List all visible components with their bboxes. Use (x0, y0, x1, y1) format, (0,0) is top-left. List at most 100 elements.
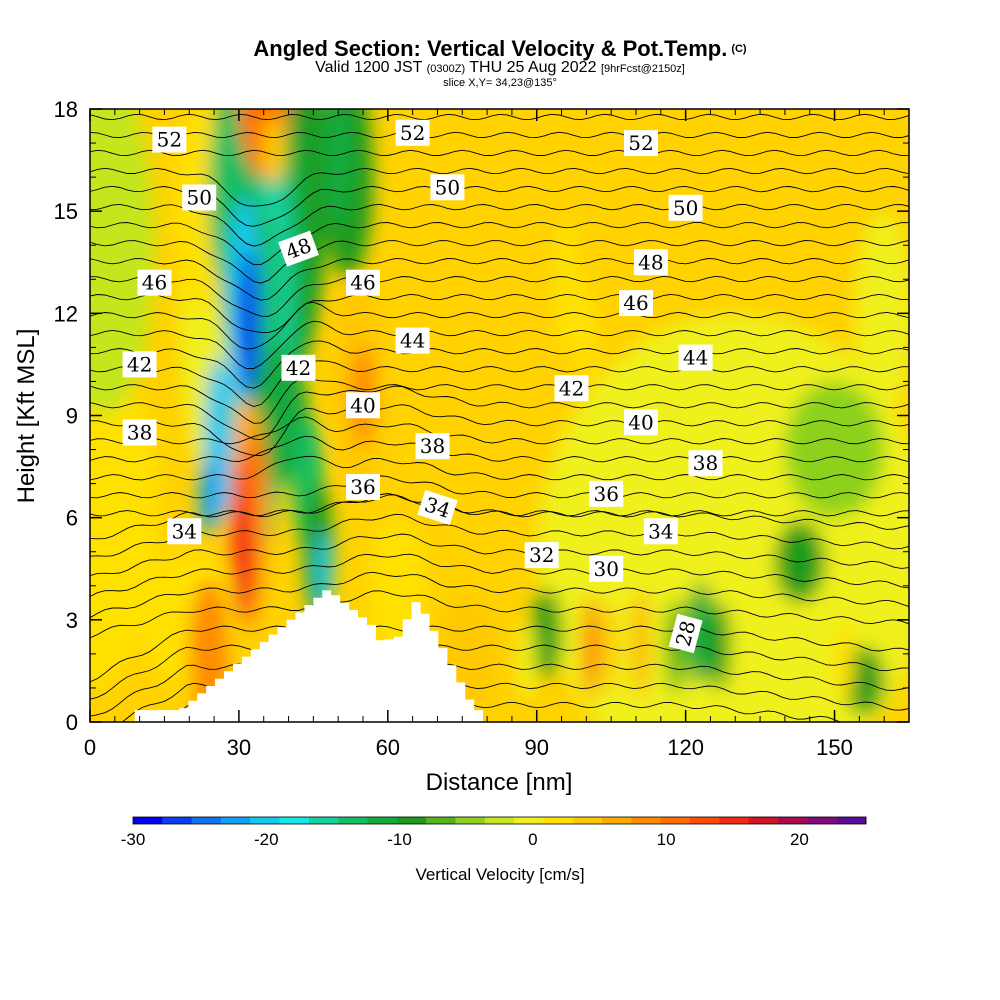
contour-label-text: 42 (286, 356, 311, 380)
contour-label: 38 (415, 433, 450, 460)
contour-label-text: 32 (529, 543, 554, 567)
colorbar-swatch (279, 817, 310, 824)
theta-contour-line (90, 275, 909, 317)
colorbar-swatch (191, 817, 222, 824)
contour-label: 38 (122, 419, 157, 446)
theta-contour-line (90, 222, 909, 266)
theta-contour-line (90, 644, 909, 700)
theta-contour-line (90, 301, 909, 350)
y-tick-label: 9 (66, 404, 78, 429)
valid-utc: (0300Z) (426, 63, 466, 75)
contour-label-box (346, 474, 380, 500)
colorbar-tick-label: 10 (657, 830, 676, 849)
contour-label: 52 (395, 119, 430, 146)
y-tick-label: 0 (66, 710, 78, 735)
colorbar-swatch (133, 817, 163, 824)
contour-label-box (668, 613, 703, 654)
theta-contour-line (90, 625, 909, 683)
contour-label-box (688, 450, 723, 477)
y-tick-label: 6 (66, 506, 78, 531)
velocity-cell (834, 619, 855, 702)
contour-label-text: 30 (593, 557, 618, 581)
contour-label-text: 34 (172, 519, 197, 543)
colorbar-tick-label: 0 (528, 830, 537, 849)
contour-label-text: 38 (127, 421, 152, 445)
contour-label-text: 42 (127, 352, 152, 376)
contour-label-box (668, 194, 703, 221)
theta-contour-line (90, 167, 909, 207)
theta-contour-line (90, 340, 909, 389)
theta-contour-line (90, 360, 909, 407)
velocity-cell (710, 602, 731, 692)
velocity-cell (531, 589, 562, 678)
theta-contour-line (90, 475, 909, 499)
theta-contour-line (90, 149, 909, 157)
title-mark: (C) (731, 43, 747, 55)
theta-contour-line (90, 533, 909, 577)
x-tick-label: 0 (84, 735, 96, 760)
x-tick-label: 150 (816, 735, 853, 760)
contour-label: 50 (182, 184, 217, 211)
colorbar-swatch (367, 817, 398, 824)
contour-label: 48 (278, 230, 319, 267)
y-axis-label: Height [Kft MSL] (13, 329, 40, 504)
contour-label-text: 50 (186, 186, 211, 210)
theta-contour-line (90, 404, 909, 456)
colorbar-swatch (572, 817, 603, 824)
colorbar-swatch (748, 817, 779, 824)
contour-label-box (554, 375, 589, 402)
contour-label: 40 (346, 392, 380, 419)
velocity-cell (243, 432, 264, 515)
forecast-info: [9hrFcst@2150z] (600, 63, 685, 75)
x-tick-label: 120 (667, 735, 704, 760)
contour-label: 42 (122, 351, 157, 378)
contour-label-box (589, 480, 624, 507)
x-tick-label: 30 (227, 735, 251, 760)
contour-label-text: 36 (350, 475, 375, 499)
contour-label-box (633, 249, 668, 276)
contour-label-box (346, 392, 380, 419)
x-tick-label: 60 (376, 735, 400, 760)
velocity-cell (784, 381, 885, 518)
colorbar-swatch (396, 817, 427, 824)
contour-label-box (167, 518, 202, 545)
velocity-cell (583, 595, 600, 699)
contour-label-box (619, 290, 653, 317)
colorbar-swatch (338, 817, 368, 824)
velocity-cell (633, 589, 649, 699)
colorbar-swatch (543, 817, 574, 824)
theta-contour-line (90, 257, 909, 301)
contour-label: 42 (281, 354, 316, 381)
contour-label: 36 (346, 474, 380, 500)
contour-label-text: 52 (157, 128, 182, 152)
contour-label: 30 (589, 555, 624, 582)
velocity-cell (238, 248, 259, 399)
contour-label-box (589, 555, 624, 582)
colorbar-swatch (220, 817, 251, 824)
contour-labels: 52 52 52 50 50 50 48 48 46 46 46 44 44 42 42 42 40 40 38 38… (122, 119, 723, 654)
velocity-cell (603, 602, 619, 692)
contour-label-text: 42 (559, 376, 584, 400)
theta-contour-line (90, 416, 909, 445)
colorbar: -30 -20 -10 0 10 20 (121, 816, 867, 849)
contour-label-box (643, 518, 678, 545)
slice-info: slice X,Y= 34,23@135° (443, 77, 557, 89)
colorbar-tick-label: -20 (254, 830, 279, 849)
contour-label-box (524, 542, 559, 569)
chart-subtitle: Valid 1200 JST (0300Z) THU 25 Aug 2022 [… (0, 59, 1000, 78)
contour-label-text: 52 (400, 121, 425, 145)
contour-label: 36 (589, 480, 624, 507)
colorbar-swatch (719, 817, 750, 824)
velocity-cell (576, 279, 597, 382)
theta-contour-line (90, 293, 909, 333)
contour-label-box (678, 344, 713, 371)
theta-contour-line (90, 571, 909, 619)
contour-label-text: 40 (350, 393, 375, 417)
contour-label-box (415, 433, 450, 460)
theta-contour-line (90, 455, 909, 481)
contour-label: 42 (554, 375, 589, 402)
contour-label-text: 44 (683, 346, 708, 370)
theta-contour-line (90, 553, 909, 597)
contour-label-text: 34 (648, 519, 673, 543)
